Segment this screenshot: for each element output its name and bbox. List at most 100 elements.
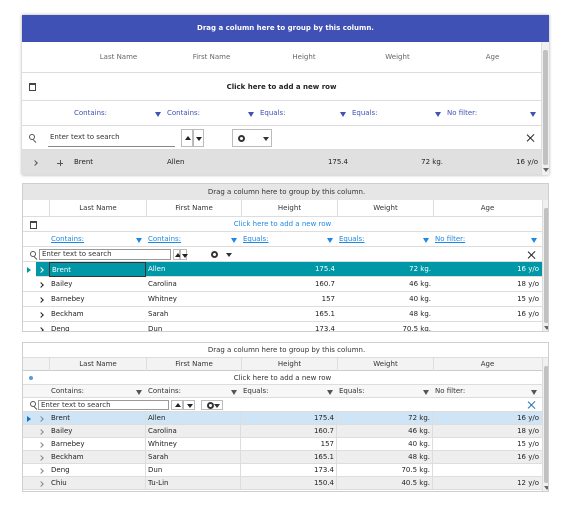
scroll-thumb[interactable] xyxy=(544,366,548,483)
scroll-thumb[interactable] xyxy=(544,208,548,323)
move-down-button[interactable] xyxy=(183,400,195,410)
data-row[interactable]: Beckham Sarah 165.1 48 kg. 16 y/o xyxy=(23,307,542,322)
scrollbar[interactable] xyxy=(542,358,548,491)
expand-icon[interactable] xyxy=(38,441,44,448)
data-row[interactable]: Bailey Carolina 160.7 46 kg. 18 y/o xyxy=(23,425,542,438)
search-input[interactable]: Enter text to search xyxy=(38,400,169,410)
column-header[interactable]: Height xyxy=(241,358,337,371)
data-row[interactable]: Brent Allen 175.4 72 kg. 16 y/o xyxy=(23,262,542,277)
clear-icon[interactable] xyxy=(527,250,536,259)
add-row-link[interactable]: Click here to add a new row xyxy=(226,83,337,91)
column-header[interactable]: Age xyxy=(433,358,541,371)
filter-operator[interactable]: No filter: xyxy=(435,387,466,395)
filter-icon[interactable] xyxy=(435,111,441,117)
filter-icon[interactable] xyxy=(423,389,429,395)
filter-icon[interactable] xyxy=(531,389,537,395)
move-up-button[interactable] xyxy=(181,129,193,147)
move-up-button[interactable] xyxy=(173,249,181,260)
filter-icon[interactable] xyxy=(423,237,429,243)
filter-operator[interactable]: Contains: xyxy=(167,109,201,117)
scroll-thumb[interactable] xyxy=(543,50,548,165)
expand-icon[interactable] xyxy=(38,281,44,288)
filter-icon[interactable] xyxy=(155,111,161,117)
cell: 40.5 kg. xyxy=(337,477,433,490)
filter-icon[interactable] xyxy=(231,389,237,395)
filter-operator[interactable]: Equals: xyxy=(243,387,269,395)
clear-icon[interactable] xyxy=(527,400,536,410)
cell: Brent xyxy=(74,158,94,166)
filter-icon[interactable] xyxy=(327,389,333,395)
column-header[interactable]: Last Name xyxy=(49,200,146,217)
filter-icon[interactable] xyxy=(530,111,536,117)
filter-operator[interactable]: Equals: xyxy=(339,387,365,395)
search-placeholder[interactable]: Enter text to search xyxy=(41,401,111,409)
settings-dropdown[interactable] xyxy=(206,249,236,260)
data-row[interactable]: Deng Dun 173.4 70.5 kg. xyxy=(23,322,542,331)
filter-icon[interactable] xyxy=(531,237,537,243)
filter-icon[interactable] xyxy=(136,389,142,395)
column-header[interactable]: Weight xyxy=(385,53,410,61)
filter-operator[interactable]: Equals: xyxy=(339,235,365,243)
filter-icon[interactable] xyxy=(327,237,333,243)
settings-dropdown[interactable] xyxy=(232,129,272,147)
column-header[interactable]: Weight xyxy=(337,358,433,371)
expand-icon[interactable] xyxy=(38,296,44,303)
filter-operator[interactable]: Contains: xyxy=(51,235,85,243)
column-header[interactable]: Age xyxy=(485,53,500,61)
clear-icon[interactable] xyxy=(526,133,535,143)
search-placeholder[interactable]: Enter text to search xyxy=(50,133,120,141)
add-row-link[interactable]: Click here to add a new row xyxy=(233,220,332,228)
filter-icon[interactable] xyxy=(248,111,254,117)
column-header[interactable]: Age xyxy=(433,200,541,217)
move-up-button[interactable] xyxy=(171,400,183,410)
expand-icon[interactable] xyxy=(38,428,44,435)
expand-icon[interactable] xyxy=(38,454,44,461)
expand-icon[interactable] xyxy=(38,311,44,318)
column-header[interactable]: Last Name xyxy=(99,53,138,61)
data-row[interactable]: Chiu Tu-Lin 150.4 40.5 kg. 12 y/o xyxy=(23,477,542,490)
search-input[interactable]: Enter text to search xyxy=(39,249,171,260)
filter-operator[interactable]: Equals: xyxy=(260,109,286,117)
filter-operator[interactable]: Equals: xyxy=(352,109,378,117)
data-row[interactable]: Brent Allen 175.4 72 kg. 16 y/o xyxy=(23,412,542,425)
move-down-button[interactable] xyxy=(192,129,204,147)
column-header[interactable]: Last Name xyxy=(49,358,146,371)
filter-icon[interactable] xyxy=(340,111,346,117)
filter-operator[interactable]: Contains: xyxy=(51,387,85,395)
data-row[interactable]: Deng Dun 173.4 70.5 kg. xyxy=(23,464,542,477)
settings-dropdown[interactable] xyxy=(201,400,223,410)
filter-icon[interactable] xyxy=(231,237,237,243)
filter-icon[interactable] xyxy=(136,237,142,243)
column-header[interactable]: Weight xyxy=(337,200,433,217)
column-header[interactable]: Height xyxy=(292,53,316,61)
scrollbar[interactable] xyxy=(541,42,549,175)
expand-icon[interactable] xyxy=(32,159,38,166)
data-row[interactable]: Barnebey Whitney 157 40 kg. 15 y/o xyxy=(23,438,542,451)
column-header[interactable]: First Name xyxy=(146,200,241,217)
scrollbar[interactable] xyxy=(542,200,548,331)
expand-icon[interactable] xyxy=(38,326,44,331)
column-header[interactable]: First Name xyxy=(146,358,241,371)
filter-operator[interactable]: Contains: xyxy=(148,387,182,395)
filter-operator[interactable]: Equals: xyxy=(243,235,269,243)
column-header[interactable]: Height xyxy=(241,200,337,217)
expand-icon[interactable] xyxy=(38,480,44,487)
data-row[interactable]: Beckham Sarah 165.1 48 kg. 16 y/o xyxy=(23,451,542,464)
column-header[interactable]: First Name xyxy=(192,53,231,61)
expand-icon[interactable] xyxy=(38,415,44,422)
data-row[interactable]: Bailey Carolina 160.7 46 kg. 18 y/o xyxy=(23,277,542,292)
data-row[interactable]: Brent Allen 175.4 72 kg. 16 y/o xyxy=(22,150,541,175)
add-row-bar: Click here to add a new row xyxy=(23,371,542,385)
expand-icon[interactable] xyxy=(38,467,44,474)
filter-operator[interactable]: Contains: xyxy=(74,109,108,117)
search-placeholder[interactable]: Enter text to search xyxy=(42,250,112,258)
add-row-link[interactable]: Click here to add a new row xyxy=(233,374,332,382)
search-input[interactable]: Enter text to search xyxy=(48,129,175,147)
data-row[interactable]: Barnebey Whitney 157 40 kg. 15 y/o xyxy=(23,292,542,307)
filter-operator[interactable]: No filter: xyxy=(447,109,478,117)
filter-operator[interactable]: Contains: xyxy=(148,235,182,243)
expand-icon[interactable] xyxy=(38,266,44,273)
move-down-button[interactable] xyxy=(180,249,188,260)
group-panel: Drag a column here to group by this colu… xyxy=(22,15,549,42)
filter-operator[interactable]: No filter: xyxy=(435,235,466,243)
